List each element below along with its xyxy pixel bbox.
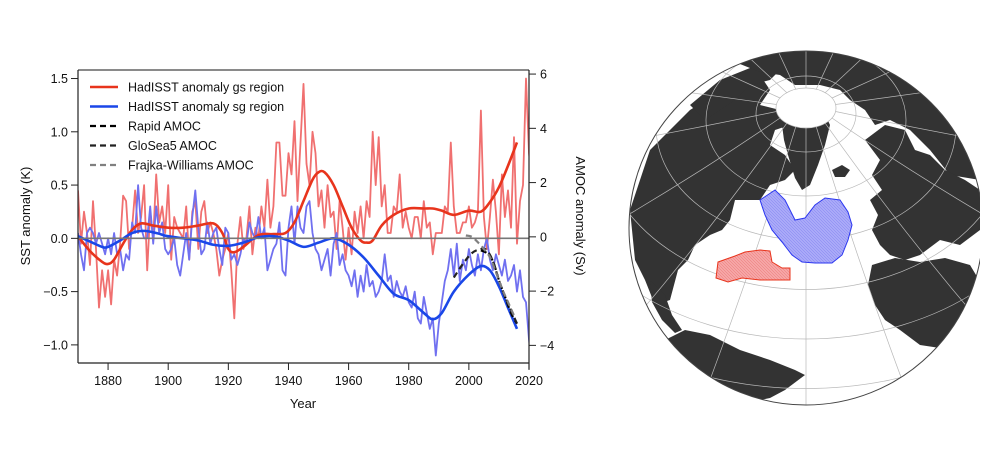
y2-tick-label: −2 bbox=[540, 285, 554, 299]
graticule-meridian bbox=[629, 123, 788, 405]
north-pole-cap bbox=[775, 87, 837, 129]
x-tick-label: 2000 bbox=[455, 374, 483, 388]
x-tick-label: 1900 bbox=[154, 374, 182, 388]
graticule-meridian bbox=[662, 126, 797, 405]
graticule-meridian bbox=[824, 123, 980, 405]
x-tick-label: 2020 bbox=[515, 374, 543, 388]
graticule-meridian bbox=[716, 51, 797, 90]
land-arctic-islands bbox=[690, 60, 785, 120]
series-layer bbox=[78, 77, 529, 357]
graticule-meridian bbox=[815, 126, 950, 405]
y-tick-label: 1.5 bbox=[51, 72, 68, 86]
legend-label: Rapid AMOC bbox=[128, 120, 201, 134]
legend-label: Frajka-Williams AMOC bbox=[128, 159, 254, 173]
x-tick-label: 1960 bbox=[335, 374, 363, 388]
x-axis-label: Year bbox=[290, 396, 317, 411]
series-line-hadisst-anomaly-sg-region-annual bbox=[78, 184, 529, 357]
y-tick-label: 1.0 bbox=[51, 125, 68, 139]
x-tick-label: 1880 bbox=[94, 374, 122, 388]
y2-axis-label: AMOC anomaly (Sv) bbox=[573, 156, 588, 275]
graticule-meridian bbox=[831, 117, 980, 319]
graticule-meridian bbox=[815, 51, 896, 90]
y-tick-label: −0.5 bbox=[43, 285, 68, 299]
graticule-meridian bbox=[638, 51, 787, 93]
y-tick-label: 0.0 bbox=[51, 232, 68, 246]
series-line-frajka-williams-amoc bbox=[465, 234, 515, 316]
land-central-america bbox=[650, 280, 682, 333]
series-line-hadisst-anomaly-sg-region bbox=[78, 229, 519, 330]
y2-tick-label: 2 bbox=[540, 176, 547, 190]
land-iceland bbox=[832, 165, 850, 177]
north-atlantic-globe-map bbox=[628, 50, 980, 406]
x-tick-label: 1940 bbox=[275, 374, 303, 388]
sst-amoc-chart: 1880 1900 1920 1940 1960 1980 2000 2020 1.5 1.0 0.… bbox=[18, 68, 588, 411]
y2-tick-label: 0 bbox=[540, 230, 547, 244]
legend-label: HadISST anomaly sg region bbox=[128, 100, 284, 114]
y-tick-label: −1.0 bbox=[43, 338, 68, 352]
series-line-hadisst-anomaly-gs-region-annual bbox=[78, 77, 529, 320]
graticule-meridian bbox=[629, 117, 781, 319]
ticks-layer: 1880 1900 1920 1940 1960 1980 2000 2020 1.5 1.0 0.… bbox=[43, 68, 554, 388]
globe-outline bbox=[628, 50, 980, 406]
y2-tick-label: 6 bbox=[540, 68, 547, 82]
y2-tick-label: 4 bbox=[540, 122, 547, 136]
y-tick-label: 0.5 bbox=[51, 179, 68, 193]
graticule-meridian bbox=[825, 51, 974, 93]
graticule-meridian bbox=[629, 111, 777, 182]
axes-layer bbox=[77, 69, 530, 369]
legend: HadISST anomaly gs region HadISST anomaly… bbox=[90, 81, 284, 173]
x-tick-label: 1920 bbox=[214, 374, 242, 388]
graticule-meridian bbox=[835, 111, 980, 182]
y-axis-label: SST anomaly (K) bbox=[18, 167, 33, 266]
series-line-hadisst-anomaly-gs-region bbox=[78, 141, 519, 266]
region-sg bbox=[759, 189, 853, 264]
x-tick-label: 1980 bbox=[395, 374, 423, 388]
graticule bbox=[629, 51, 980, 405]
legend-label: GloSea5 AMOC bbox=[128, 139, 217, 153]
region-gs bbox=[715, 249, 791, 283]
legend-label: HadISST anomaly gs region bbox=[128, 81, 284, 95]
y2-tick-label: −4 bbox=[540, 339, 554, 353]
